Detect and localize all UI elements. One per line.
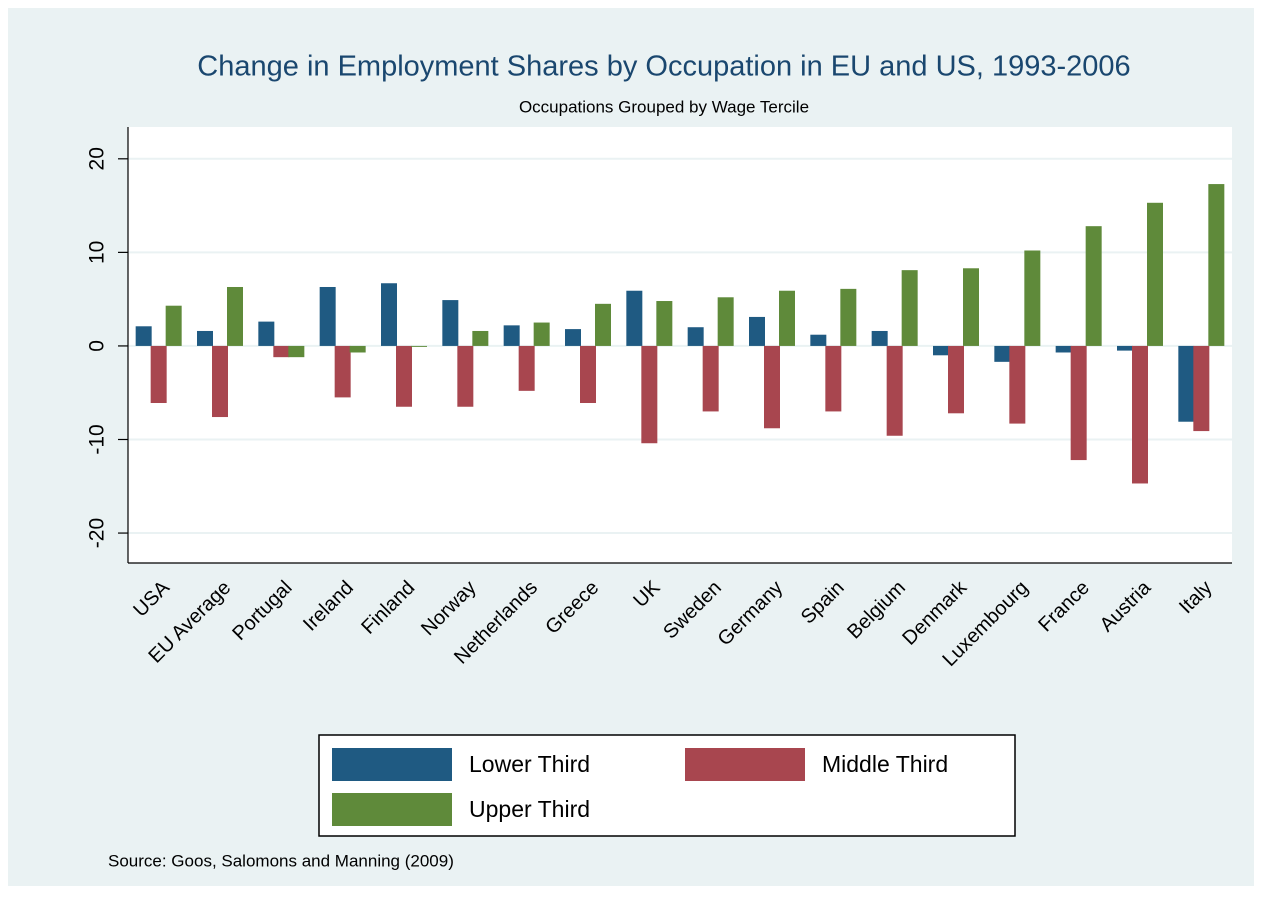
bar: [717, 297, 734, 346]
bar: [901, 270, 918, 346]
bar: [1193, 345, 1210, 432]
bar: [457, 345, 474, 407]
bar: [334, 345, 351, 398]
bar: [656, 301, 673, 346]
y-tick-label: 0: [86, 340, 109, 352]
bar: [948, 345, 964, 414]
bar: [165, 305, 182, 346]
bar: [396, 345, 412, 407]
bar: [212, 345, 228, 418]
bar: [626, 290, 643, 346]
legend-swatch: [332, 748, 452, 781]
bar: [1178, 345, 1195, 422]
bar: [273, 345, 290, 358]
y-tick-label: -10: [86, 424, 109, 454]
bar: [641, 345, 658, 444]
bar: [933, 345, 949, 356]
bar: [150, 345, 167, 404]
bar: [764, 345, 780, 429]
bar: [840, 288, 857, 346]
bar: [963, 268, 979, 346]
y-tick-label: -20: [86, 518, 109, 548]
bar: [1009, 345, 1026, 424]
bar: [1208, 184, 1225, 346]
bar: [1147, 202, 1163, 346]
legend-swatch: [332, 793, 452, 826]
bar: [197, 330, 213, 346]
y-tick-label: 20: [86, 147, 109, 170]
bar: [503, 325, 520, 346]
y-tick-label: 10: [86, 241, 109, 264]
bar: [595, 303, 611, 346]
bar: [1132, 345, 1148, 484]
bar: [288, 345, 305, 358]
chart-title: Change in Employment Shares by Occupatio…: [197, 51, 1130, 83]
bar: [227, 286, 243, 346]
bar: [381, 283, 397, 346]
legend-label: Lower Third: [469, 751, 590, 777]
source-note: Source: Goos, Salomons and Manning (2009…: [108, 851, 454, 870]
bar: [871, 330, 888, 346]
bar: [810, 334, 827, 346]
bar: [1085, 226, 1102, 346]
bar: [687, 327, 704, 346]
bar: [886, 345, 903, 436]
bar: [258, 321, 275, 346]
bar: [1117, 345, 1133, 351]
bar: [779, 290, 795, 346]
bar: [533, 322, 550, 346]
bar: [565, 329, 581, 346]
bar: [994, 345, 1011, 362]
bar: [135, 326, 152, 346]
bar: [472, 330, 489, 346]
bar: [702, 345, 719, 412]
bar: [411, 345, 427, 347]
bar: [442, 300, 459, 346]
bar: [580, 345, 596, 404]
bar: [319, 286, 336, 346]
bar: [1055, 345, 1072, 353]
bar: [349, 345, 366, 353]
bar: [518, 345, 535, 391]
legend-label: Middle Third: [822, 751, 948, 777]
bar: [749, 316, 765, 346]
bar: [1024, 250, 1041, 346]
chart-subtitle: Occupations Grouped by Wage Tercile: [519, 97, 809, 116]
bar: [825, 345, 842, 412]
legend-swatch: [685, 748, 805, 781]
bar: [1070, 345, 1087, 461]
legend-label: Upper Third: [469, 796, 590, 822]
